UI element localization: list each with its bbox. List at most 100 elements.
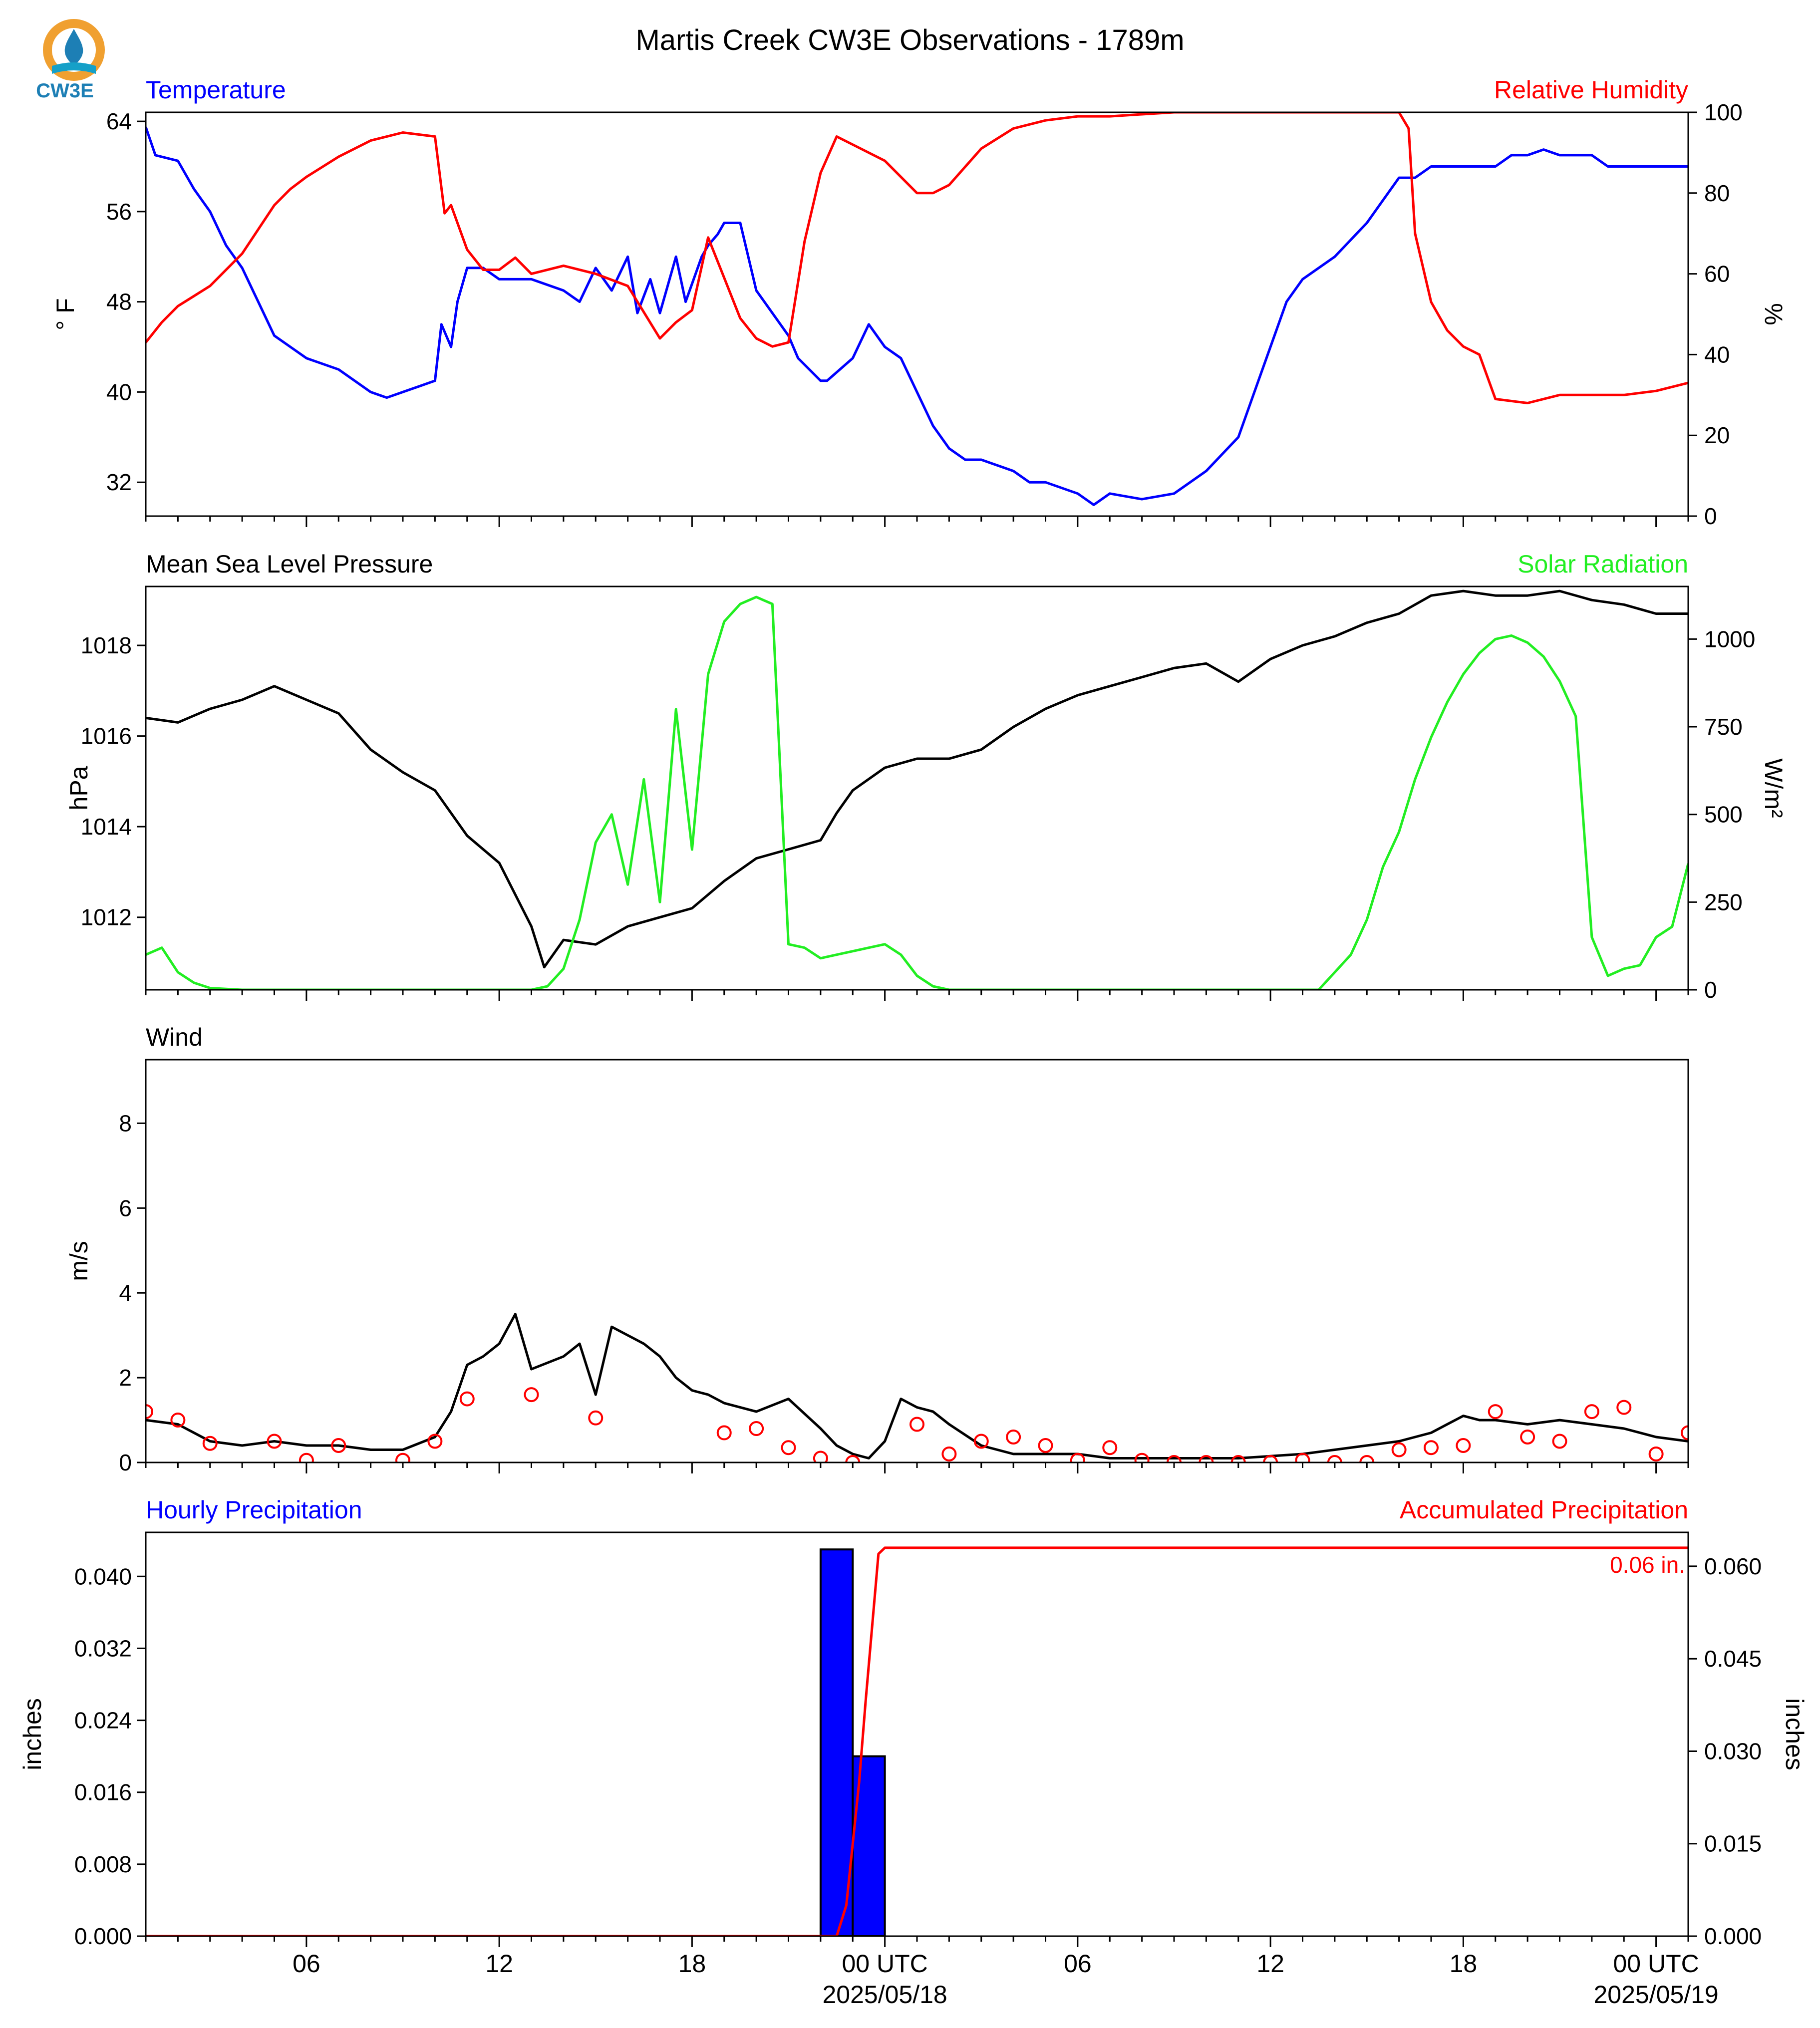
precip-bar: [819, 1548, 854, 1936]
wind-marker: [1038, 1438, 1053, 1453]
series-line-0: [146, 589, 1688, 969]
y-axis-label-right: %: [1760, 303, 1788, 325]
wind-marker: [813, 1450, 828, 1462]
y-tick-label: 2: [119, 1365, 132, 1391]
y-tick-label: 40: [106, 379, 132, 405]
wind-marker: [170, 1413, 186, 1428]
wind-marker: [524, 1387, 539, 1403]
y-axis-label-right: W/m²: [1760, 758, 1788, 818]
x-date-label: 2025/05/19: [1594, 1981, 1719, 2009]
x-tick-label: 06: [1064, 1950, 1092, 1978]
wind-marker: [1006, 1430, 1021, 1445]
accumulated-precip-line: [146, 1546, 1688, 1936]
panel-title-left: Mean Sea Level Pressure: [146, 550, 433, 578]
x-tick-label: 18: [1450, 1950, 1478, 1978]
wind-marker: [716, 1425, 732, 1441]
chart-title: Martis Creek CW3E Observations - 1789m: [635, 24, 1184, 56]
y-tick-label: 8: [119, 1110, 132, 1136]
plot-frame: [145, 111, 1689, 517]
plot-area: [146, 1546, 1688, 1936]
y-tick-label-right: 0.045: [1704, 1646, 1762, 1672]
plot-frame: [145, 585, 1689, 991]
x-tick-label: 00 UTC: [1613, 1950, 1699, 1978]
wind-marker: [1552, 1434, 1567, 1449]
y-tick-label: 0.000: [74, 1923, 132, 1949]
y-tick-label-right: 750: [1704, 714, 1743, 740]
y-tick-label-right: 40: [1704, 341, 1730, 367]
y-tick-label: 48: [106, 289, 132, 315]
y-tick-label: 1016: [81, 723, 132, 749]
x-tick-label: 12: [1256, 1950, 1284, 1978]
y-tick-label-right: 0.060: [1704, 1553, 1762, 1579]
wind-marker: [1488, 1404, 1503, 1420]
panel-title-left: Hourly Precipitation: [146, 1496, 362, 1524]
y-tick-label: 0.008: [74, 1851, 132, 1877]
wind-marker: [146, 1404, 153, 1420]
wind-marker: [941, 1447, 957, 1462]
wind-marker: [1391, 1442, 1407, 1457]
wind-marker: [202, 1436, 218, 1451]
series-line-1: [146, 112, 1688, 404]
y-axis-label-right: inches: [1781, 1698, 1809, 1770]
wind-marker: [1070, 1452, 1085, 1462]
wind-marker: [1134, 1452, 1150, 1462]
y-tick-label-right: 250: [1704, 889, 1743, 915]
wind-marker: [1456, 1438, 1471, 1453]
y-tick-label-right: 0: [1704, 503, 1717, 529]
accumulated-total-label: 0.06 in.: [1610, 1552, 1685, 1578]
plot-area: [146, 112, 1688, 506]
x-tick-label: 00 UTC: [842, 1950, 927, 1978]
y-tick-label: 1014: [81, 814, 132, 840]
y-tick-label: 0.040: [74, 1563, 132, 1589]
panel-temp: Temperature Relative Humidity ° F % 32 40 48 56…: [51, 76, 1788, 529]
y-tick-label: 0: [119, 1449, 132, 1475]
wind-marker: [331, 1438, 346, 1453]
y-tick-label: 1012: [81, 904, 132, 930]
y-axis-label-left: inches: [18, 1698, 46, 1770]
y-tick-label-right: 20: [1704, 422, 1730, 448]
wind-marker: [1648, 1447, 1664, 1462]
wind-marker: [1167, 1455, 1182, 1462]
panel-title-right: Accumulated Precipitation: [1400, 1496, 1688, 1524]
panel-title-left: Wind: [146, 1023, 203, 1051]
plot-area: [146, 589, 1688, 990]
wind-marker: [1584, 1404, 1599, 1420]
wind-marker: [1359, 1455, 1375, 1462]
panel-title-left: Temperature: [146, 76, 286, 104]
precip-bar: [852, 1755, 886, 1936]
panel-title-right: Relative Humidity: [1494, 76, 1688, 104]
y-tick-label: 4: [119, 1280, 132, 1306]
y-tick-label: 64: [106, 108, 132, 134]
wind-marker: [267, 1434, 282, 1449]
series-line-1: [146, 595, 1688, 990]
y-tick-label-right: 0: [1704, 977, 1717, 1003]
wind-marker: [1199, 1455, 1214, 1462]
wind-marker: [299, 1452, 314, 1462]
y-tick-label: 0.024: [74, 1708, 132, 1734]
panel-pressure: Mean Sea Level Pressure Solar Radiation hP…: [65, 550, 1788, 1003]
y-tick-label: 0.032: [74, 1635, 132, 1661]
wind-marker: [845, 1455, 861, 1462]
y-tick-label: 0.016: [74, 1779, 132, 1805]
wind-marker: [781, 1440, 796, 1455]
plot-frame: [145, 1531, 1689, 1937]
wind-marker: [1424, 1440, 1439, 1455]
wind-marker: [973, 1434, 989, 1449]
panel-precip: Hourly Precipitation Accumulated Precipit…: [18, 1496, 1809, 2009]
cw3e-logo: CW3E: [36, 19, 105, 102]
panel-wind: Wind m/s 0 2 4 6 8: [65, 1023, 1689, 1475]
logo-text: CW3E: [36, 80, 94, 102]
y-axis-label-left: m/s: [65, 1241, 93, 1281]
wind-marker: [1295, 1452, 1310, 1462]
series-line-0: [146, 1313, 1688, 1459]
y-tick-label: 32: [106, 469, 132, 495]
x-tick-label: 06: [293, 1950, 320, 1978]
plot-frame: [145, 1059, 1689, 1463]
panel-title-right: Solar Radiation: [1517, 550, 1688, 578]
wind-marker: [1263, 1455, 1278, 1462]
wind-marker: [1327, 1455, 1342, 1462]
wind-marker: [395, 1452, 410, 1462]
y-tick-label: 1018: [81, 632, 132, 658]
y-tick-label: 56: [106, 199, 132, 225]
y-tick-label-right: 0.030: [1704, 1738, 1762, 1764]
